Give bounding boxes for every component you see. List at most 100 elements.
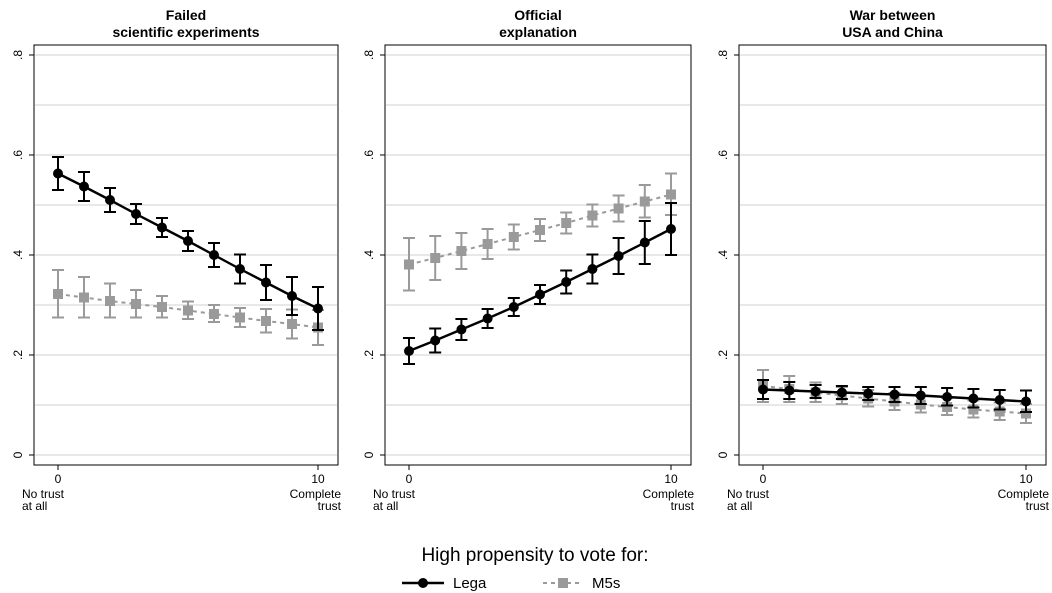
data-point (183, 236, 193, 246)
x-end-label-right: trust (1026, 499, 1050, 513)
y-tick-label: .2 (716, 350, 730, 360)
y-tick-label: .2 (362, 350, 376, 360)
x-tick-label: 0 (55, 472, 62, 486)
data-point (430, 253, 441, 263)
x-end-label-right: Complete (998, 487, 1050, 501)
data-point (810, 386, 821, 397)
data-point (79, 292, 89, 303)
series-lega (757, 379, 1032, 413)
data-point (131, 299, 141, 309)
legend-label-m5s: M5s (592, 575, 620, 592)
data-point (968, 404, 979, 415)
data-point (1021, 408, 1031, 419)
y-tick-label: 0 (362, 451, 376, 458)
data-point (53, 289, 63, 299)
data-point (261, 316, 271, 326)
data-point (313, 303, 323, 314)
legend: High propensity to vote for: Lega M5s (402, 545, 649, 592)
x-end-label-right: trust (671, 499, 695, 513)
data-point (508, 232, 519, 242)
data-point (535, 289, 545, 300)
y-tick-label: .4 (11, 250, 25, 260)
y-tick-label: .8 (11, 50, 25, 60)
data-point (79, 181, 89, 192)
data-point (261, 277, 271, 288)
legend-label-lega: Lega (453, 575, 487, 592)
y-tick-label: 0 (11, 451, 25, 458)
data-point (561, 277, 572, 287)
legend-title: High propensity to vote for: (421, 545, 648, 566)
data-point (235, 264, 245, 274)
x-end-label-right: Complete (643, 487, 695, 501)
data-point (105, 296, 115, 306)
series-line (408, 193, 672, 266)
data-point (535, 225, 545, 235)
series-lega (52, 156, 324, 331)
data-point (404, 346, 414, 356)
data-point (482, 313, 493, 324)
panel-title: War between (850, 7, 936, 23)
data-point (209, 309, 219, 319)
panel-title: scientific experiments (112, 24, 259, 40)
data-point (587, 210, 598, 221)
data-point (482, 239, 493, 249)
x-tick-label: 10 (664, 472, 678, 486)
data-point (456, 324, 467, 335)
panel-title: Failed (166, 7, 206, 23)
x-tick-label: 10 (1019, 472, 1033, 486)
data-point (157, 222, 167, 233)
data-point (889, 389, 900, 400)
y-tick-label: .2 (11, 350, 25, 360)
data-point (613, 203, 624, 214)
legend-marker-lega (418, 578, 428, 588)
x-end-label-left: No trust (373, 487, 416, 501)
data-point (183, 305, 193, 316)
data-point (758, 384, 768, 395)
x-end-label-left: No trust (22, 487, 65, 501)
data-point (53, 168, 63, 179)
data-point (235, 312, 245, 323)
panel-title: USA and China (842, 24, 943, 40)
data-point (430, 335, 441, 346)
legend-entry-m5s: M5s (543, 575, 620, 592)
data-point (157, 302, 167, 312)
data-point (863, 388, 874, 399)
data-point (613, 251, 624, 261)
x-tick-label: 10 (311, 472, 325, 486)
legend-marker-m5s (558, 578, 568, 588)
data-point (968, 393, 979, 404)
data-point (287, 319, 297, 329)
data-point (915, 390, 926, 401)
data-point (131, 209, 141, 219)
x-tick-label: 0 (406, 472, 413, 486)
x-tick-label: 0 (760, 472, 767, 486)
data-point (836, 387, 847, 398)
y-tick-label: .4 (716, 250, 730, 260)
x-end-label-left: at all (373, 499, 398, 513)
series-lega (403, 202, 677, 365)
x-end-label-left: No trust (727, 487, 770, 501)
data-point (942, 392, 953, 402)
data-point (639, 237, 650, 248)
panel-title: Official (514, 7, 561, 23)
y-tick-label: .8 (716, 50, 730, 60)
data-point (994, 395, 1005, 405)
data-point (287, 291, 297, 301)
data-point (209, 250, 219, 260)
x-end-label-right: trust (318, 499, 342, 513)
data-point (456, 246, 467, 256)
data-point (1021, 396, 1031, 407)
data-point (105, 195, 115, 205)
data-point (561, 218, 572, 228)
y-tick-label: .4 (362, 250, 376, 260)
data-point (942, 402, 953, 412)
data-point (784, 385, 795, 396)
x-end-label-right: Complete (290, 487, 342, 501)
legend-entry-lega: Lega (402, 575, 487, 592)
data-point (587, 264, 598, 274)
data-point (404, 259, 414, 270)
data-point (508, 302, 519, 312)
